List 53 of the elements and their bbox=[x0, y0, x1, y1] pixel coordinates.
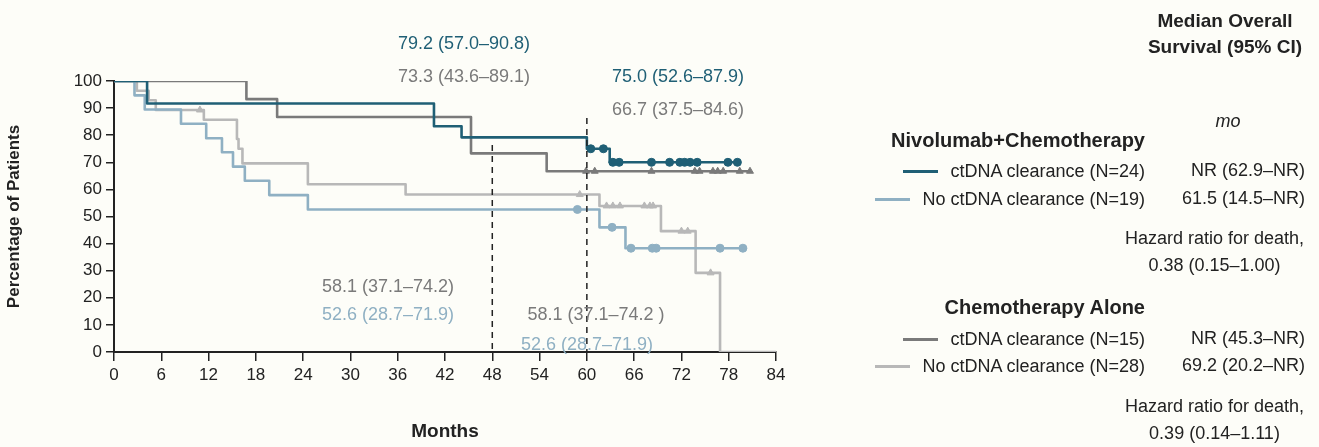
annotation: 52.6 (28.7–71.9) bbox=[321, 303, 455, 324]
annotation: 75.0 (52.6–87.9) bbox=[611, 65, 745, 86]
y-tick-label: 60 bbox=[83, 179, 102, 199]
x-tick-label: 0 bbox=[109, 364, 119, 384]
x-tick-label: 42 bbox=[435, 364, 455, 384]
x-tick-label: 24 bbox=[293, 364, 313, 384]
text: Nivolumab+Chemotherapy bbox=[891, 129, 1145, 152]
x-tick-label: 66 bbox=[624, 364, 644, 384]
x-tick-label: 48 bbox=[482, 364, 502, 384]
annotation: 58.1 (37.1–74.2 ) bbox=[527, 303, 665, 324]
text: Chemotherapy Alone bbox=[944, 296, 1145, 319]
x-axis-title: Months bbox=[411, 419, 479, 441]
text: 61.5 (14.5–NR) bbox=[1181, 188, 1305, 209]
x-tick-label: 60 bbox=[577, 364, 597, 384]
annotation: 58.1 (37.1–74.2) bbox=[321, 275, 455, 296]
y-tick-label: 20 bbox=[83, 287, 102, 307]
y-tick-label: 50 bbox=[83, 206, 102, 226]
x-tick-label: 72 bbox=[671, 364, 691, 384]
text: Hazard ratio for death, 0.38 (0.15–1.00) bbox=[1123, 227, 1306, 277]
x-tick-label: 54 bbox=[530, 364, 550, 384]
y-tick-label: 90 bbox=[83, 97, 102, 117]
point bbox=[706, 268, 715, 276]
annotation: 66.7 (37.5–84.6) bbox=[611, 98, 745, 119]
x-tick-label: 84 bbox=[766, 364, 786, 384]
x-tick-label: 6 bbox=[156, 364, 167, 384]
point bbox=[615, 201, 624, 209]
y-tick-label: 40 bbox=[83, 233, 102, 253]
y-tick-label: 100 bbox=[73, 70, 102, 90]
x-tick-label: 78 bbox=[719, 364, 739, 384]
y-tick-label: 70 bbox=[83, 151, 102, 171]
text: NR (45.3–NR) bbox=[1190, 328, 1305, 349]
text: NR (62.9–NR) bbox=[1190, 160, 1305, 181]
y-tick-label: 80 bbox=[83, 124, 102, 144]
y-tick-label: 0 bbox=[92, 341, 102, 361]
x-tick-label: 30 bbox=[340, 364, 360, 384]
x-tick-label: 12 bbox=[199, 364, 219, 384]
legend-title: Median Overall Survival (95% CI) bbox=[1146, 9, 1304, 59]
legend-label: No ctDNA clearance (N=19) bbox=[922, 188, 1145, 210]
legend-label: ctDNA clearance (N=15) bbox=[950, 328, 1145, 350]
text: 79.2 (57.0–90.8) bbox=[397, 32, 531, 53]
legend-label: No ctDNA clearance (N=28) bbox=[922, 355, 1145, 377]
point bbox=[649, 201, 658, 209]
annotation: 52.6 (28.7–71.9) bbox=[520, 333, 654, 354]
text: 69.2 (20.2–NR) bbox=[1181, 355, 1305, 376]
annotation: 73.3 (43.6–89.1) bbox=[397, 65, 531, 86]
text: mo bbox=[1214, 111, 1242, 132]
text: Hazard ratio for death, 0.39 (0.14–1.11) bbox=[1123, 395, 1306, 445]
x-tick-label: 18 bbox=[246, 364, 266, 384]
y-tick-label: 10 bbox=[83, 314, 102, 334]
x-tick-label: 36 bbox=[388, 364, 408, 384]
y-axis-title: Percentage of Patients bbox=[3, 124, 23, 309]
y-tick-label: 30 bbox=[83, 260, 102, 280]
legend-label: ctDNA clearance (N=24) bbox=[950, 160, 1145, 182]
